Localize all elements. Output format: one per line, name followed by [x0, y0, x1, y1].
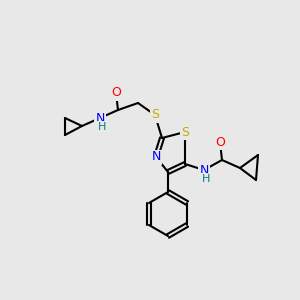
Text: N: N — [95, 112, 105, 124]
Text: O: O — [215, 136, 225, 148]
Text: S: S — [151, 109, 159, 122]
Text: N: N — [151, 151, 161, 164]
Text: H: H — [98, 122, 106, 132]
Text: O: O — [111, 86, 121, 100]
Text: N: N — [199, 164, 209, 176]
Text: H: H — [202, 174, 210, 184]
Text: S: S — [181, 125, 189, 139]
